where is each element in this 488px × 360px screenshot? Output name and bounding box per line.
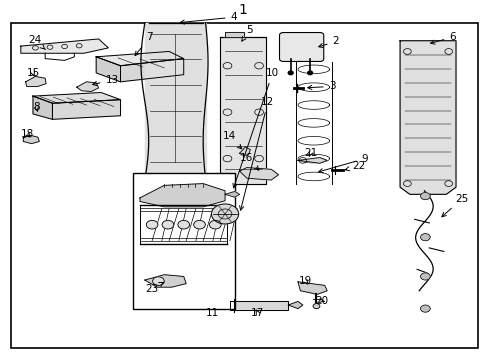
Bar <box>220 37 266 184</box>
Text: 10: 10 <box>232 68 279 188</box>
Text: 17: 17 <box>250 308 264 318</box>
Polygon shape <box>144 275 186 287</box>
FancyBboxPatch shape <box>279 32 323 62</box>
Text: 12: 12 <box>239 97 274 210</box>
Polygon shape <box>77 82 99 91</box>
Polygon shape <box>21 39 108 53</box>
Text: 11: 11 <box>206 308 219 318</box>
Circle shape <box>420 193 429 200</box>
Circle shape <box>209 220 221 229</box>
Text: 2: 2 <box>318 36 339 48</box>
Bar <box>132 173 234 309</box>
Polygon shape <box>33 96 52 119</box>
Text: 1: 1 <box>238 3 247 17</box>
Bar <box>144 23 205 180</box>
Polygon shape <box>399 41 455 194</box>
Polygon shape <box>33 93 120 103</box>
Circle shape <box>211 204 238 224</box>
Circle shape <box>152 277 164 285</box>
Circle shape <box>193 220 205 229</box>
Circle shape <box>420 273 429 280</box>
Polygon shape <box>297 282 326 294</box>
Polygon shape <box>297 158 326 163</box>
Text: 6: 6 <box>429 32 455 44</box>
Circle shape <box>307 71 312 75</box>
Polygon shape <box>229 301 287 310</box>
Polygon shape <box>287 301 302 309</box>
Polygon shape <box>239 167 278 180</box>
Circle shape <box>146 220 158 229</box>
Text: 14: 14 <box>222 131 241 149</box>
Circle shape <box>312 303 319 309</box>
Text: 18: 18 <box>20 129 34 139</box>
Text: 15: 15 <box>26 68 40 78</box>
Circle shape <box>162 220 173 229</box>
Circle shape <box>420 234 429 241</box>
Text: 20: 20 <box>314 296 327 306</box>
Polygon shape <box>23 135 39 144</box>
Text: 19: 19 <box>298 276 311 286</box>
Text: 7: 7 <box>135 32 153 55</box>
Text: 22: 22 <box>345 162 365 171</box>
Polygon shape <box>52 100 120 119</box>
Text: 4: 4 <box>180 12 237 24</box>
Polygon shape <box>96 51 183 66</box>
Text: 25: 25 <box>441 194 468 217</box>
Polygon shape <box>96 57 120 82</box>
Circle shape <box>178 220 189 229</box>
Text: 5: 5 <box>242 25 252 41</box>
Polygon shape <box>26 76 46 86</box>
Polygon shape <box>120 59 183 82</box>
Polygon shape <box>224 192 239 197</box>
Polygon shape <box>140 184 224 207</box>
Text: 3: 3 <box>307 81 335 91</box>
Text: 23: 23 <box>145 282 163 294</box>
Text: 9: 9 <box>318 154 367 173</box>
Circle shape <box>420 305 429 312</box>
Text: 16: 16 <box>240 153 258 170</box>
Circle shape <box>287 71 292 75</box>
Bar <box>224 32 244 37</box>
Polygon shape <box>239 147 250 155</box>
Text: 21: 21 <box>304 148 317 158</box>
Text: 24: 24 <box>28 35 45 50</box>
Text: 8: 8 <box>33 102 40 112</box>
Text: 13: 13 <box>93 75 119 86</box>
